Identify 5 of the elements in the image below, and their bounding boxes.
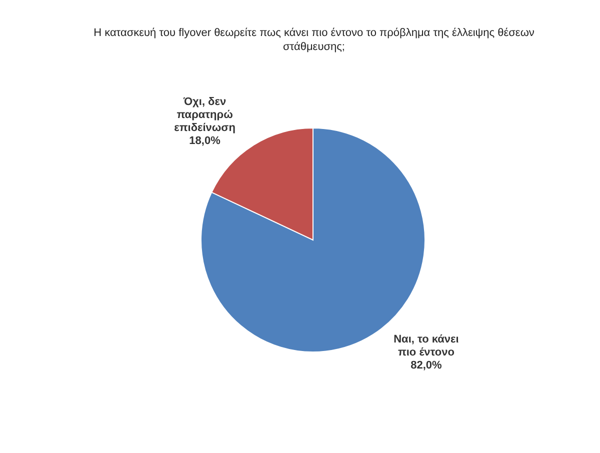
chart-title: Η κατασκευή του flyover θεωρείτε πως κάνει πιο έντονο το πρόβλημα της έλλειψης θέσεων στάθμευσης; — [94, 27, 535, 53]
data-label: 82,0% — [410, 359, 442, 372]
slice-label: Όχι, δεν παρατηρώ επιδείνωση — [174, 96, 236, 134]
slice-label: Ναι, το κάνει πιο έντονο — [394, 333, 459, 358]
data-label: 18,0% — [189, 135, 221, 148]
